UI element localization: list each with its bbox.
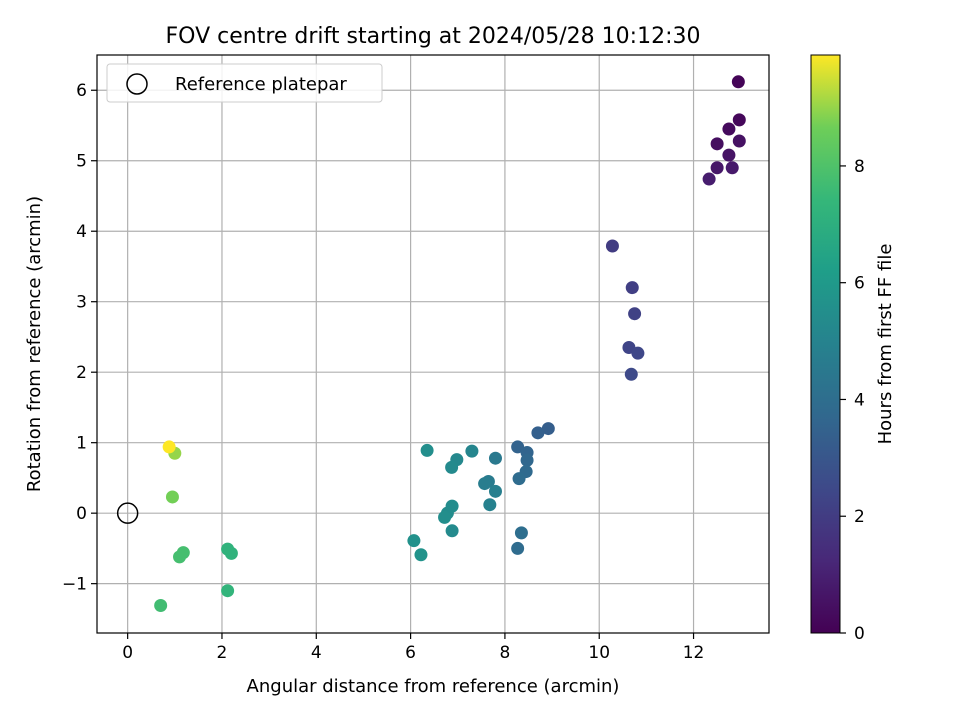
data-point: [732, 113, 746, 127]
y-tick-label: −1: [62, 575, 87, 595]
y-tick-label: 1: [76, 434, 87, 454]
data-point: [154, 599, 168, 613]
x-tick-label: 12: [683, 643, 705, 663]
data-point: [438, 510, 452, 524]
colorbar-tick-label: 8: [854, 157, 865, 177]
x-axis-label: Angular distance from reference (arcmin): [247, 676, 620, 697]
y-axis-ticks: −1 0 1 2 3 4 5 6: [62, 81, 97, 595]
colorbar: [810, 54, 841, 634]
x-tick-label: 8: [500, 643, 511, 663]
x-axis-ticks: 0 2 4 6 8 10 12: [122, 633, 704, 663]
plot-frame: [96, 54, 770, 634]
data-point: [511, 541, 525, 555]
colorbar-tick-label: 6: [854, 274, 865, 294]
grid-lines: [97, 55, 769, 633]
y-tick-label: 4: [76, 222, 87, 242]
data-point: [165, 490, 179, 504]
data-point: [702, 172, 716, 186]
y-tick-label: 0: [76, 504, 87, 524]
chart-title: FOV centre drift starting at 2024/05/28 …: [166, 24, 701, 49]
data-point: [465, 444, 479, 458]
x-tick-label: 0: [122, 643, 133, 663]
data-point: [628, 307, 642, 321]
legend: Reference platepar: [106, 63, 383, 103]
data-point: [483, 498, 497, 512]
data-point: [488, 484, 502, 498]
data-point: [541, 422, 555, 436]
reference-platepar-marker: [116, 502, 139, 524]
data-point: [520, 453, 534, 467]
data-point: [605, 239, 619, 253]
data-point: [407, 534, 421, 548]
data-point: [624, 367, 638, 381]
data-point: [512, 472, 526, 486]
x-tick-label: 10: [588, 643, 610, 663]
data-point: [732, 134, 746, 148]
data-point: [531, 426, 545, 440]
data-point: [445, 460, 459, 474]
legend-reference-marker: [126, 73, 148, 95]
y-tick-label: 3: [76, 293, 87, 313]
y-tick-label: 5: [76, 152, 87, 172]
y-tick-label: 6: [76, 81, 87, 101]
data-point: [625, 281, 639, 295]
x-tick-label: 2: [217, 643, 228, 663]
data-point: [478, 477, 492, 491]
colorbar-ticks: 0 2 4 6 8: [840, 157, 865, 644]
data-point: [173, 550, 187, 564]
data-point: [722, 122, 736, 136]
colorbar-tick-label: 0: [854, 624, 865, 644]
data-point: [445, 524, 459, 538]
x-tick-label: 6: [405, 643, 416, 663]
data-point: [511, 440, 525, 454]
colorbar-tick-label: 2: [854, 507, 865, 527]
colorbar-label: Hours from first FF file: [875, 244, 896, 445]
y-axis-label: Rotation from reference (arcmin): [24, 196, 45, 492]
y-tick-label: 2: [76, 363, 87, 383]
x-tick-label: 4: [311, 643, 322, 663]
data-points: [154, 75, 746, 613]
data-point: [221, 584, 235, 598]
data-point: [162, 440, 176, 454]
data-point: [710, 161, 724, 175]
data-point: [420, 443, 434, 457]
data-point: [710, 137, 724, 151]
data-point: [725, 161, 739, 175]
reference-marker-group: [116, 502, 139, 524]
data-point: [224, 546, 238, 560]
colorbar-tick-label: 4: [854, 390, 865, 410]
data-point: [514, 526, 528, 540]
data-point: [631, 346, 645, 360]
data-point: [731, 75, 745, 89]
data-point: [488, 451, 502, 465]
data-point: [414, 548, 428, 562]
legend-entry-label: Reference platepar: [175, 74, 347, 95]
legend-box: [106, 63, 383, 103]
data-point: [722, 148, 736, 162]
